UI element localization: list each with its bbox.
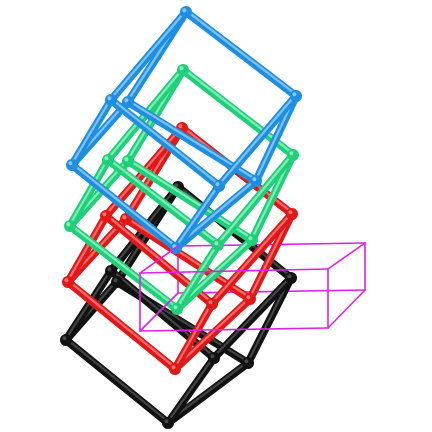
front-edge: [62, 336, 172, 427]
front-edge: [64, 278, 179, 373]
vertex-joint: [285, 272, 297, 284]
cube-stack: [60, 6, 302, 429]
magenta-box-edge: [139, 327, 329, 332]
front-edge: [68, 96, 115, 169]
magenta-box-edge: [177, 289, 366, 294]
vertex-joint: [244, 293, 256, 305]
connecting-edge: [171, 295, 254, 373]
magenta-box-edge: [139, 245, 179, 274]
back-edge: [182, 8, 300, 100]
vertex-joint: [177, 64, 189, 76]
vertex-joint: [111, 276, 123, 288]
front-edge: [66, 156, 112, 230]
connecting-edge: [214, 151, 297, 249]
front-edge: [64, 212, 110, 286]
magenta-box-edge: [327, 242, 366, 270]
connecting-edge: [208, 210, 296, 308]
vertex-joint: [64, 220, 76, 232]
vertex-joint: [287, 149, 299, 161]
vertex-joint: [105, 265, 117, 277]
front-edge: [66, 222, 181, 313]
vertex-joint: [169, 363, 181, 375]
front-edge: [171, 300, 216, 373]
vertex-joint: [250, 175, 262, 187]
vertex-joint: [213, 180, 225, 192]
front-edge: [172, 182, 223, 252]
magenta-box-edge: [177, 242, 366, 247]
vertex-joint: [62, 276, 74, 288]
vertex-joint: [102, 154, 114, 166]
vertex-joint: [171, 303, 183, 315]
magenta-box-edge: [139, 268, 329, 274]
front-edge: [62, 267, 115, 344]
vertex-joint: [66, 159, 78, 171]
blue-wireframe-cube: [66, 6, 302, 254]
magenta-box-edge: [139, 292, 179, 332]
vertex-joint: [212, 239, 224, 251]
vertex-joint: [122, 96, 134, 108]
vertex-joint: [162, 417, 174, 429]
front-edge: [107, 96, 223, 190]
connecting-edge: [164, 359, 252, 427]
front-edge: [173, 241, 222, 313]
vertex-joint: [122, 155, 134, 167]
front-edge: [164, 354, 218, 427]
vertex-joint: [242, 357, 254, 369]
vertex-joint: [60, 334, 72, 346]
connecting-edge: [107, 8, 190, 104]
connecting-edge: [210, 274, 295, 362]
connecting-edge: [215, 92, 300, 190]
vertex-joint: [286, 208, 298, 220]
vertex-joint: [180, 6, 192, 18]
vertex-joint: [120, 213, 132, 225]
vertex-joint: [100, 210, 112, 222]
vertex-joint: [290, 90, 302, 102]
green-wireframe-cube: [64, 64, 299, 315]
vertex-joint: [246, 234, 258, 246]
magenta-box-edge: [327, 289, 366, 329]
magenta-box-back-edges: [177, 242, 366, 294]
magenta-box-front-edges: [139, 242, 366, 332]
front-edge: [68, 161, 180, 252]
vertex-joint: [105, 94, 117, 106]
vertex-joint: [206, 298, 218, 310]
vertex-joint: [208, 352, 220, 364]
